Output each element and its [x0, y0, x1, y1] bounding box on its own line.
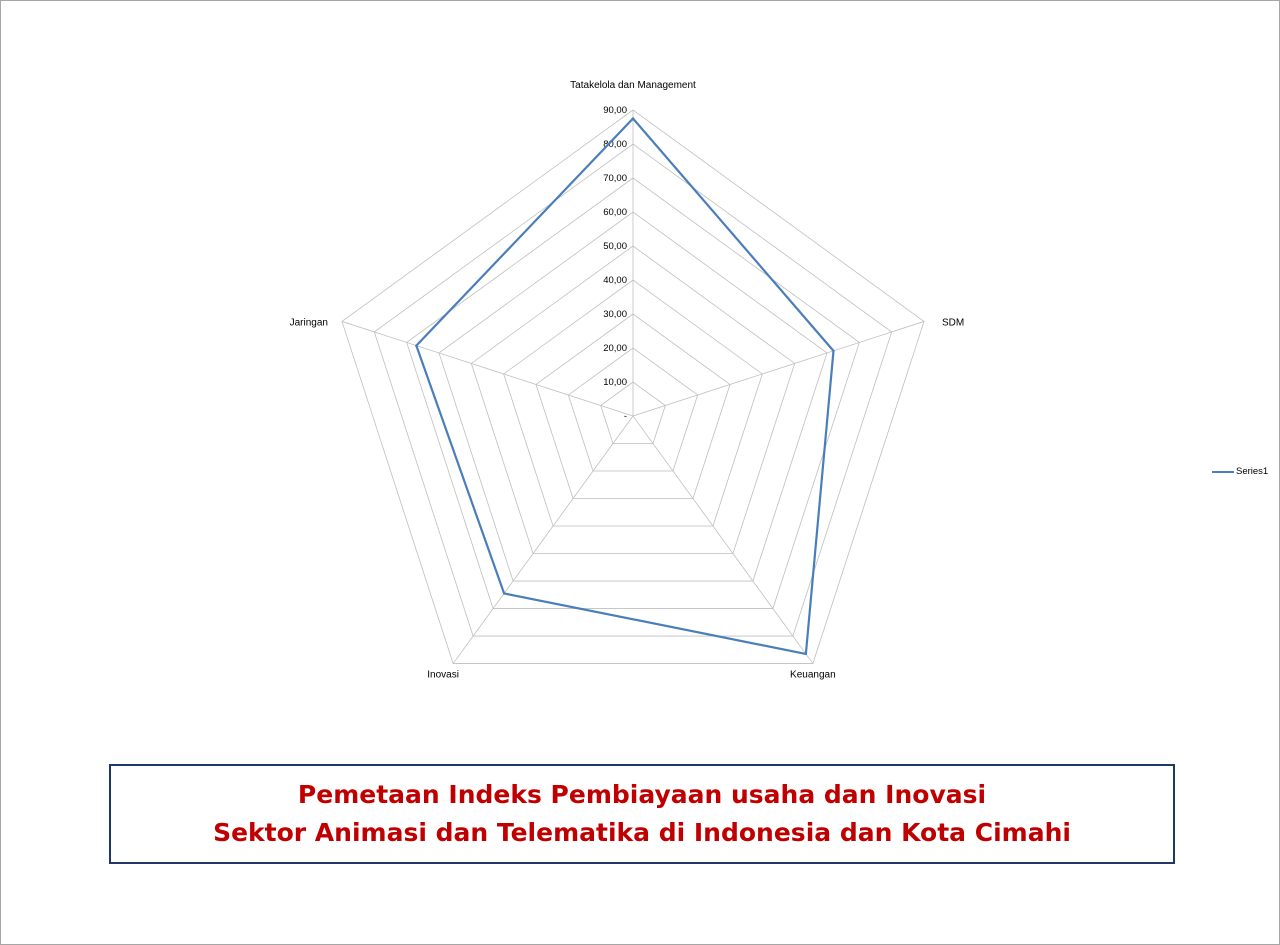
tick-label: 80,00	[603, 139, 627, 150]
grid-ring	[535, 313, 731, 499]
category-label: SDM	[942, 317, 964, 328]
tick-label: 40,00	[603, 275, 627, 286]
grid-ring	[373, 143, 893, 637]
grid-ring	[341, 109, 925, 664]
axis-spoke	[452, 415, 634, 664]
title-box: Pemetaan Indeks Pembiayaan usaha dan Ino…	[109, 764, 1175, 864]
chart-legend: Series1	[1212, 466, 1268, 477]
tick-label: 20,00	[603, 343, 627, 354]
series-point	[502, 592, 506, 595]
tick-label: 30,00	[603, 309, 627, 320]
tick-label: 10,00	[603, 377, 627, 388]
series-point	[415, 344, 418, 347]
series-point	[804, 652, 808, 656]
category-label: Jaringan	[290, 317, 328, 328]
series-line	[415, 117, 835, 656]
grid-ring	[567, 347, 699, 472]
legend-line-swatch	[1212, 470, 1234, 473]
tick-label: 60,00	[603, 207, 627, 218]
title-line-2: Sektor Animasi dan Telematika di Indones…	[213, 818, 1071, 847]
category-label: Tatakelola dan Management	[570, 80, 696, 91]
tick-label: 50,00	[603, 241, 627, 252]
legend-label-series1: Series1	[1236, 466, 1269, 477]
grid-ring	[503, 279, 763, 527]
tick-label: 70,00	[603, 173, 627, 184]
series-point	[832, 349, 835, 353]
axis-spoke	[632, 321, 925, 417]
grid-ring	[600, 381, 666, 444]
grid-ring	[438, 211, 828, 582]
tick-label: -	[624, 411, 627, 422]
category-label: Keuangan	[790, 670, 836, 681]
axis-spoke	[341, 321, 634, 417]
grid-ring	[470, 245, 796, 554]
axis-spoke	[632, 415, 814, 664]
title-line-1: Pemetaan Indeks Pembiayaan usaha dan Ino…	[297, 780, 987, 809]
tick-label: 90,00	[603, 105, 627, 116]
series-point	[631, 117, 635, 120]
category-label: Inovasi	[427, 670, 459, 681]
